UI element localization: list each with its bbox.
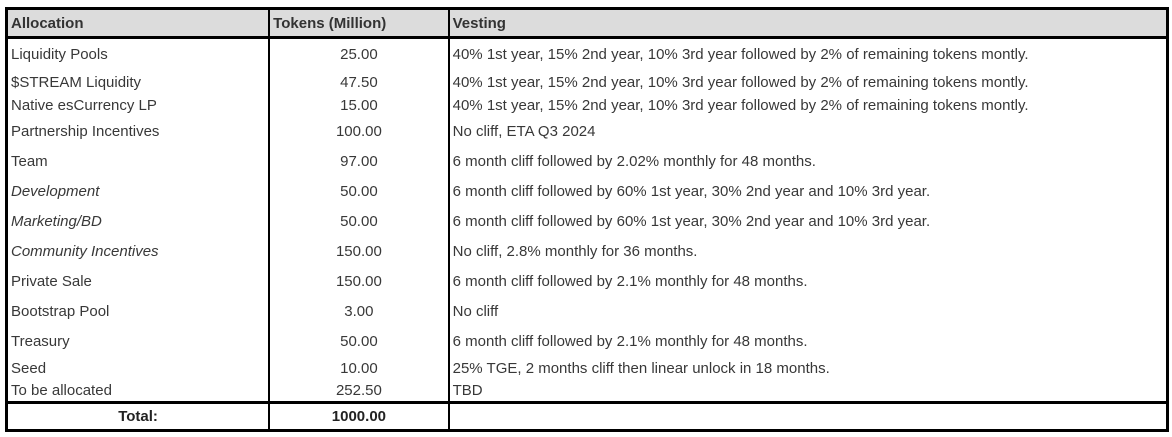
table-row: Development 50.00 6 month cliff followed…	[7, 176, 1168, 207]
vesting-cell: 6 month cliff followed by 60% 1st year, …	[452, 183, 931, 200]
column-header-allocation: Allocation	[6, 8, 270, 39]
allocation-cell: Development	[11, 183, 100, 200]
vesting-cell: 40% 1st year, 15% 2nd year, 10% 3rd year…	[452, 46, 1029, 64]
header-row: Allocation Tokens (Million) Vesting	[6, 8, 1168, 39]
table-header: Allocation Tokens (Million) Vesting	[6, 8, 1168, 39]
column-header-vesting: Vesting	[448, 8, 1168, 39]
table-row: Private Sale 150.00 6 month cliff follow…	[7, 266, 1168, 297]
tokens-cell: 50.00	[268, 326, 450, 357]
tokens-cell: 3.00	[268, 296, 450, 327]
table-row: Team 97.00 6 month cliff followed by 2.0…	[7, 146, 1168, 177]
allocation-cell: Private Sale	[11, 273, 92, 290]
table-row: Seed 10.00 25% TGE, 2 months cliff then …	[7, 356, 1168, 380]
table-row: To be allocated 252.50 TBD	[7, 379, 1168, 403]
vesting-cell: No cliff, 2.8% monthly for 36 months.	[452, 243, 698, 260]
vesting-cell: 6 month cliff followed by 2.1% monthly f…	[452, 273, 808, 290]
tokens-cell: 97.00	[268, 146, 450, 177]
allocation-cell: To be allocated	[11, 381, 112, 399]
vesting-cell: 6 month cliff followed by 2.1% monthly f…	[452, 333, 808, 350]
tokens-cell: 100.00	[268, 116, 450, 147]
table-row: Community Incentives 150.00 No cliff, 2.…	[7, 236, 1168, 267]
table-row: Treasury 50.00 6 month cliff followed by…	[7, 326, 1168, 357]
total-vesting-cell	[448, 401, 1168, 431]
vesting-cell: 40% 1st year, 15% 2nd year, 10% 3rd year…	[452, 96, 1029, 114]
allocation-cell: Partnership Incentives	[11, 123, 160, 140]
table-row: Partnership Incentives 100.00 No cliff, …	[7, 116, 1168, 147]
table-row: Marketing/BD 50.00 6 month cliff followe…	[7, 206, 1168, 237]
tokens-cell: 47.50	[268, 70, 450, 94]
allocation-cell: Native esCurrency LP	[11, 96, 157, 114]
allocation-cell: Community Incentives	[11, 243, 159, 260]
allocation-cell: Seed	[11, 359, 47, 377]
allocation-cell: Team	[11, 153, 48, 170]
table-body: Liquidity Pools 25.00 40% 1st year, 15% …	[7, 37, 1168, 403]
allocation-cell: Treasury	[11, 333, 70, 350]
vesting-cell: TBD	[452, 381, 483, 399]
token-allocation-table: Allocation Tokens (Million) Vesting Liqu…	[5, 7, 1169, 432]
table-footer: Total: 1000.00	[6, 401, 1168, 431]
table-row: Native esCurrency LP 15.00 40% 1st year,…	[7, 93, 1168, 117]
vesting-cell: 6 month cliff followed by 2.02% monthly …	[452, 153, 816, 170]
vesting-cell: No cliff, ETA Q3 2024	[452, 123, 596, 140]
allocation-cell: $STREAM Liquidity	[11, 73, 142, 91]
tokens-cell: 150.00	[268, 236, 450, 267]
table-row: Bootstrap Pool 3.00 No cliff	[7, 296, 1168, 327]
vesting-cell: 40% 1st year, 15% 2nd year, 10% 3rd year…	[452, 73, 1029, 91]
column-header-tokens: Tokens (Million)	[268, 8, 450, 39]
total-tokens-value: 1000.00	[268, 401, 450, 431]
table-row: Liquidity Pools 25.00 40% 1st year, 15% …	[7, 37, 1168, 71]
vesting-cell: 6 month cliff followed by 60% 1st year, …	[452, 213, 931, 230]
vesting-cell: No cliff	[452, 303, 499, 320]
tokens-cell: 50.00	[268, 206, 450, 237]
table-row: $STREAM Liquidity 47.50 40% 1st year, 15…	[7, 70, 1168, 94]
tokens-cell: 25.00	[268, 37, 450, 71]
tokens-cell: 15.00	[268, 93, 450, 117]
tokens-cell: 150.00	[268, 266, 450, 297]
tokens-cell: 10.00	[268, 356, 450, 380]
total-label: Total:	[6, 401, 270, 431]
tokens-cell: 50.00	[268, 176, 450, 207]
vesting-cell: 25% TGE, 2 months cliff then linear unlo…	[452, 359, 830, 377]
tokens-cell: 252.50	[268, 379, 450, 403]
allocation-cell: Marketing/BD	[11, 213, 102, 230]
allocation-cell: Bootstrap Pool	[11, 303, 110, 320]
total-row: Total: 1000.00	[6, 401, 1168, 431]
allocation-cell: Liquidity Pools	[11, 46, 108, 64]
